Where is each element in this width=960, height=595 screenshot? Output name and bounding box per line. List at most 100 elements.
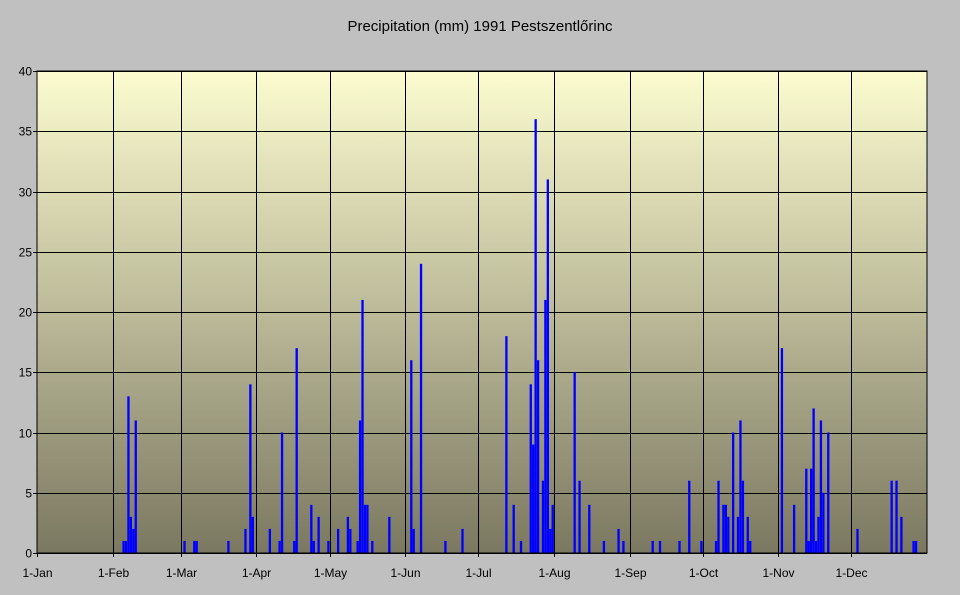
y-axis: 0 5 10 15 20 25 30 35 40 [19, 65, 37, 561]
precip-bar [461, 528, 464, 553]
precip-bar [336, 528, 340, 553]
precip-bar [132, 528, 135, 553]
x-tick-label: 1-Oct [689, 566, 719, 580]
precip-bar [512, 504, 515, 553]
precip-bar [361, 299, 364, 553]
precip-bar [410, 360, 413, 553]
precip-bar [122, 540, 125, 553]
precip-bar [541, 480, 545, 553]
precip-bar [371, 540, 374, 553]
x-tick-label: 1-Sep [614, 566, 646, 580]
precip-bar [293, 540, 296, 553]
bars [122, 119, 918, 553]
precip-bar [780, 348, 784, 553]
precip-bar [529, 384, 532, 553]
precip-bar [532, 444, 535, 553]
precip-bar [544, 299, 547, 553]
y-tick-label: 35 [19, 125, 33, 139]
precip-bar [856, 528, 859, 553]
y-tick-label: 20 [19, 306, 33, 320]
precip-bar [578, 480, 581, 553]
precip-bar [551, 504, 554, 553]
precip-bar [588, 504, 591, 553]
precip-bar [129, 516, 133, 553]
precip-bar [278, 540, 281, 553]
y-tick-label: 15 [19, 366, 33, 380]
precip-bar [124, 540, 128, 553]
precip-bar [912, 540, 915, 553]
x-tick-label: 1-Apr [242, 566, 271, 580]
precip-bar [678, 540, 681, 553]
x-tick-label: 1-Aug [538, 566, 570, 580]
precip-bar [388, 516, 391, 553]
precip-bar [534, 119, 537, 553]
precip-bar [317, 516, 320, 553]
precip-bar [444, 540, 447, 553]
precip-bar [327, 540, 330, 553]
precip-bar [251, 516, 254, 553]
x-tick-label: 1-May [314, 566, 347, 580]
precip-bar [688, 480, 691, 553]
precip-bar [700, 540, 703, 553]
precip-bar [814, 540, 818, 553]
precip-bar [193, 540, 196, 553]
y-tick-label: 30 [19, 186, 33, 200]
precip-bar [651, 540, 654, 553]
precip-bar [280, 432, 284, 553]
precip-bar [805, 468, 808, 553]
precip-bar [195, 540, 198, 553]
precip-bar [622, 540, 625, 553]
precip-bar [746, 516, 749, 553]
precip-bar [602, 540, 606, 553]
x-tick-label: 1-Dec [835, 566, 867, 580]
precip-bar [412, 528, 415, 553]
precip-bar [366, 504, 369, 553]
precip-bar [310, 504, 313, 553]
precip-bar [724, 504, 727, 553]
x-tick-label: 1-Feb [98, 566, 130, 580]
precip-bar [895, 480, 898, 553]
precip-bar [549, 528, 552, 553]
precip-bar [741, 480, 745, 553]
precip-bar [739, 420, 742, 553]
precip-bar [827, 432, 830, 553]
x-tick-label: 1-Jul [465, 566, 491, 580]
precip-bar [356, 540, 359, 553]
precip-bar [312, 540, 315, 553]
precip-bar [749, 540, 752, 553]
precip-bar [714, 540, 718, 553]
x-axis: 1-Jan 1-Feb 1-Mar 1-Apr 1-May 1-Jun 1-Jul 1-Aug… [22, 553, 868, 580]
precip-bar [546, 179, 549, 553]
precip-bar [249, 384, 252, 553]
precip-bar [736, 516, 740, 553]
precip-bar [536, 360, 540, 553]
y-tick-label: 5 [25, 487, 32, 501]
plot-border [36, 70, 928, 554]
precip-bar [822, 492, 825, 553]
y-tick-label: 0 [25, 547, 32, 561]
precip-bar [127, 396, 130, 553]
precip-bar [346, 516, 350, 553]
precip-bar [890, 480, 893, 553]
y-tick-label: 10 [19, 427, 33, 441]
precip-bar [727, 516, 730, 553]
precip-bar [900, 516, 903, 553]
precip-bar [617, 528, 620, 553]
precip-bar [419, 263, 423, 553]
x-tick-label: 1-Mar [166, 566, 197, 580]
precip-bar [244, 528, 247, 553]
precip-bar [810, 468, 813, 553]
chart-title: Precipitation (mm) 1991 Pestszentlőrinc [347, 18, 613, 35]
precip-bar [812, 408, 815, 553]
precip-bar [817, 516, 820, 553]
x-tick-label: 1-Nov [762, 566, 794, 580]
precip-bar [268, 528, 272, 553]
x-tick-label: 1-Jun [390, 566, 420, 580]
precip-bar [819, 420, 823, 553]
precip-bar [519, 540, 523, 553]
precip-bar [227, 540, 230, 553]
precip-bar [792, 504, 796, 553]
precip-bar [658, 540, 662, 553]
precip-bar [731, 432, 735, 553]
